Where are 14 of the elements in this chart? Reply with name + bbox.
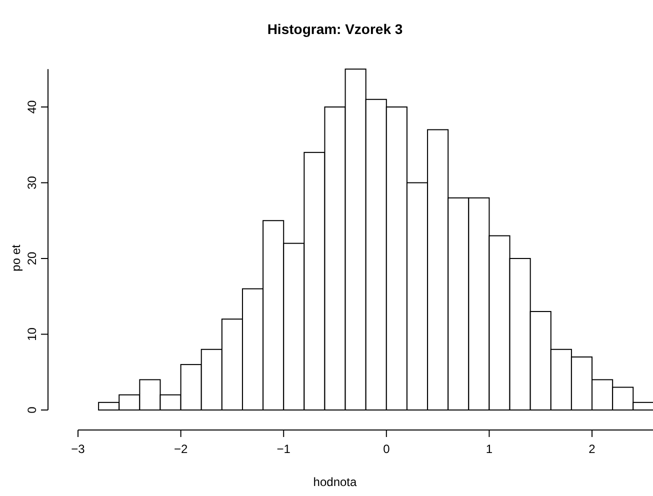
x-tick-label: −2 [174, 442, 188, 456]
y-tick-label: 10 [25, 327, 39, 341]
x-tick-label: 2 [588, 442, 596, 456]
x-tick-label: −3 [71, 442, 86, 456]
x-tick-label: 0 [383, 442, 390, 456]
chart-title: Histogram: Vzorek 3 [267, 21, 403, 37]
y-tick-label: 30 [25, 176, 39, 190]
y-tick-label: 0 [25, 406, 39, 414]
y-tick-label: 40 [25, 100, 39, 114]
x-tick-label: −1 [276, 442, 291, 456]
x-axis-title: hodnota [313, 475, 358, 489]
y-tick-label: 20 [25, 251, 39, 266]
x-tick-label: 1 [486, 442, 493, 456]
y-axis-title: po et [9, 244, 23, 272]
